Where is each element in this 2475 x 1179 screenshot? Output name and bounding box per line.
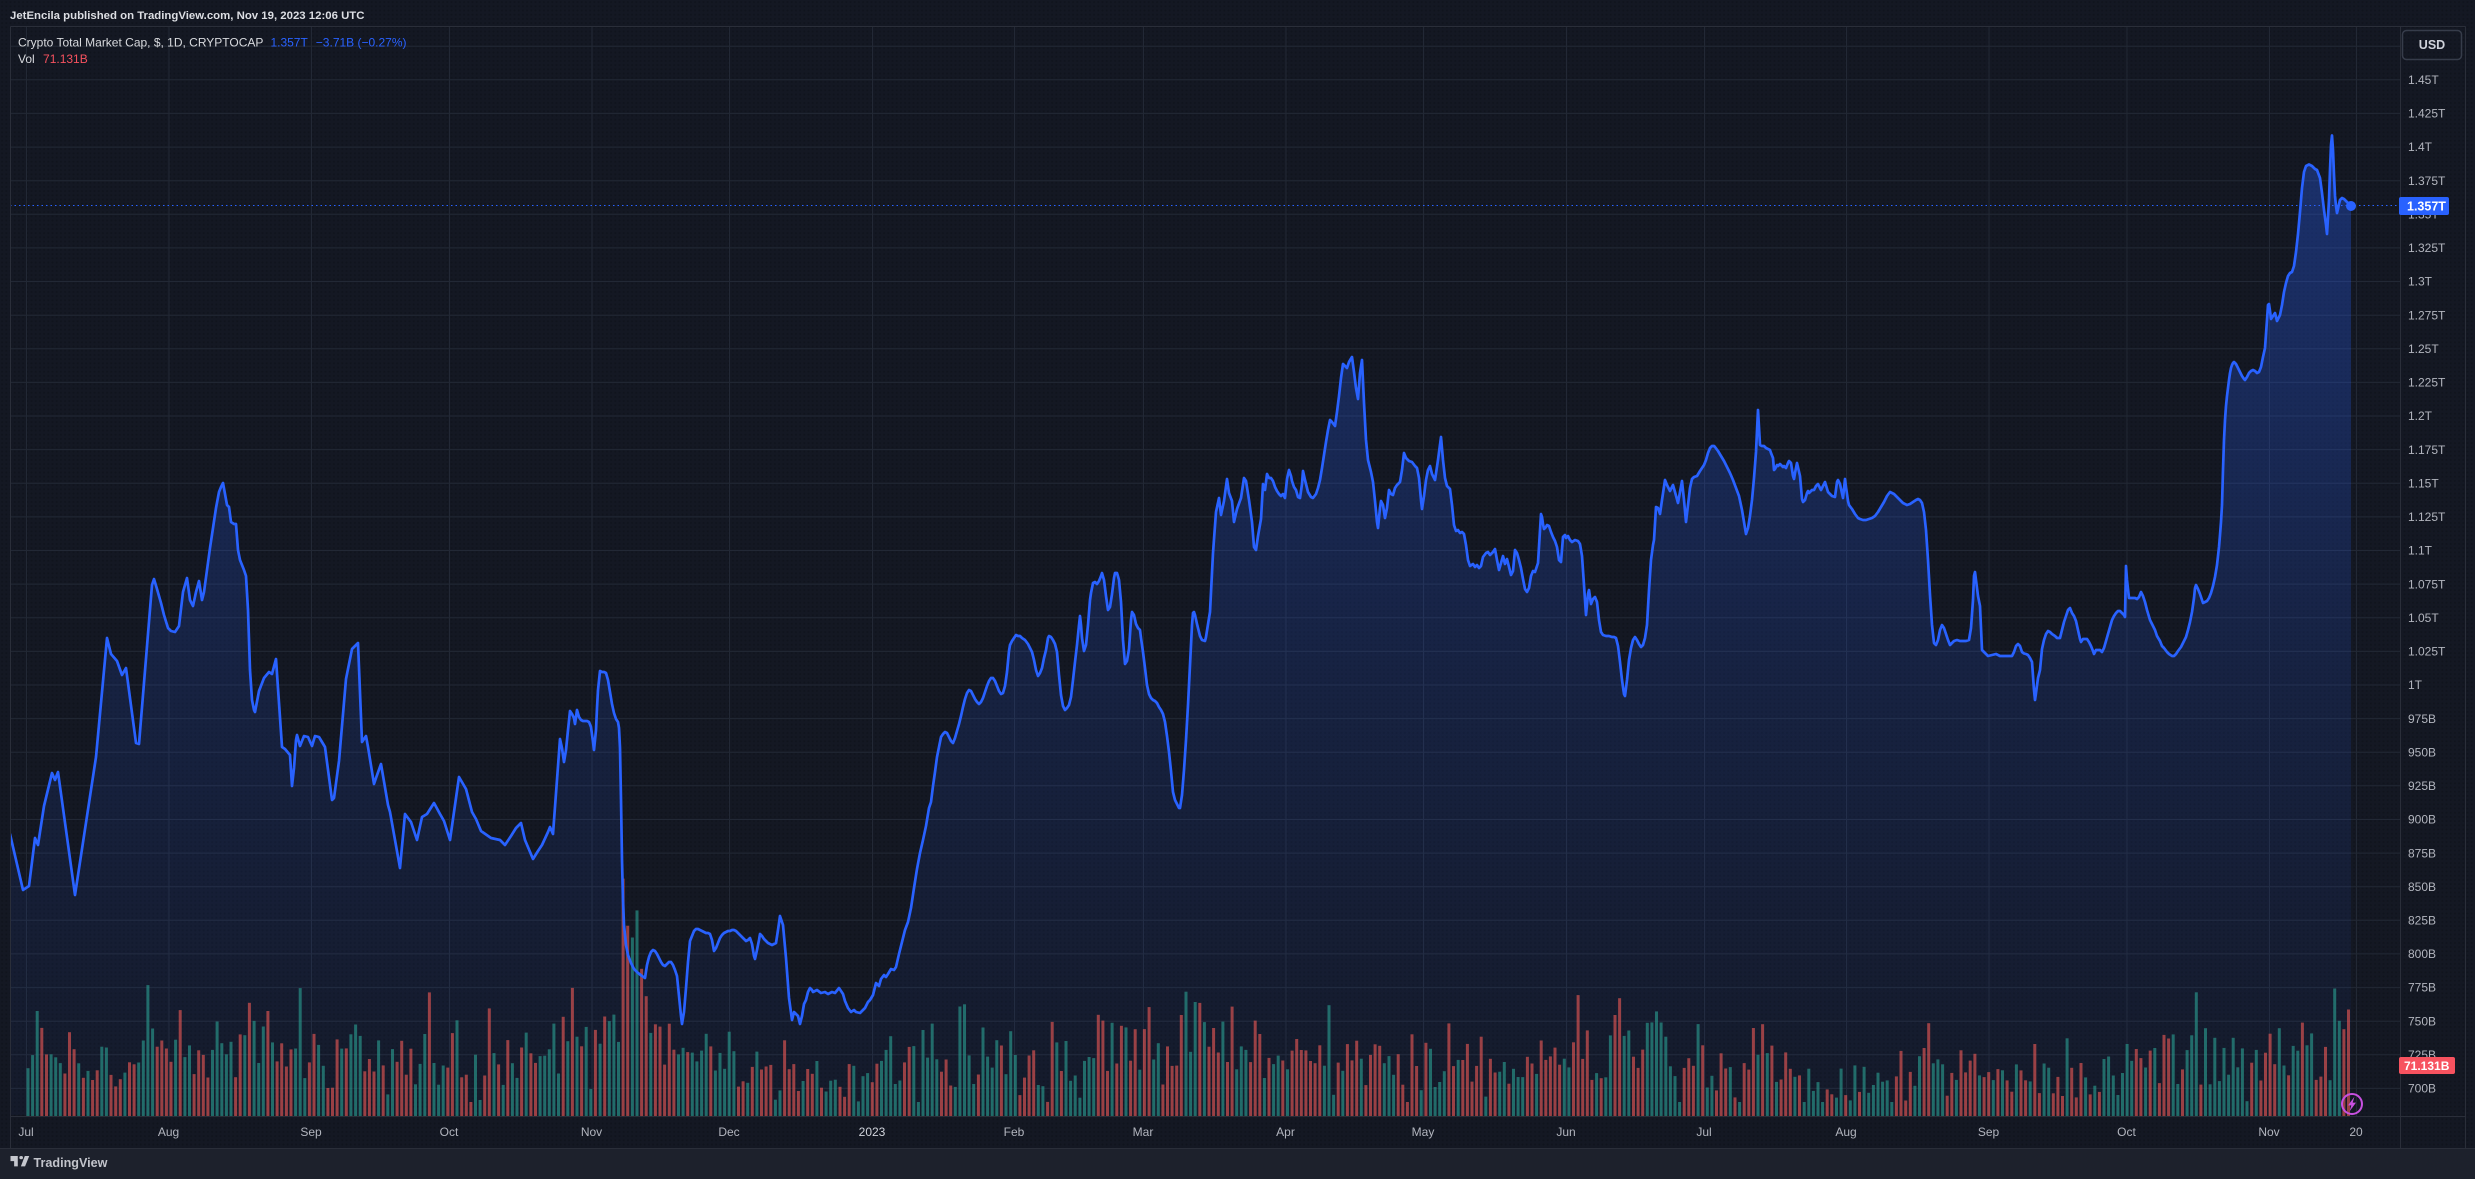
svg-text:975B: 975B: [2408, 712, 2436, 726]
svg-text:1.3T: 1.3T: [2408, 275, 2433, 289]
svg-text:Mar: Mar: [1133, 1125, 1154, 1139]
svg-text:1.1T: 1.1T: [2408, 544, 2433, 558]
svg-text:Apr: Apr: [1276, 1125, 1295, 1139]
svg-text:1.325T: 1.325T: [2408, 241, 2446, 255]
svg-text:USD: USD: [2419, 38, 2445, 52]
svg-text:775B: 775B: [2408, 981, 2436, 995]
svg-text:Vol 71.131B: Vol 71.131B: [18, 52, 88, 66]
svg-text:Aug: Aug: [1835, 1125, 1856, 1139]
svg-text:20: 20: [2349, 1125, 2363, 1139]
svg-text:950B: 950B: [2408, 745, 2436, 759]
svg-text:850B: 850B: [2408, 880, 2436, 894]
svg-text:1.375T: 1.375T: [2408, 174, 2446, 188]
svg-text:900B: 900B: [2408, 813, 2436, 827]
svg-text:1.357T: 1.357T: [2407, 200, 2446, 214]
svg-text:825B: 825B: [2408, 914, 2436, 928]
svg-text:1.05T: 1.05T: [2408, 611, 2439, 625]
svg-text:1.075T: 1.075T: [2408, 577, 2446, 591]
svg-text:1.45T: 1.45T: [2408, 73, 2439, 87]
svg-text:1.2T: 1.2T: [2408, 409, 2433, 423]
svg-text:Dec: Dec: [718, 1125, 739, 1139]
svg-text:1.425T: 1.425T: [2408, 107, 2446, 121]
svg-text:Jul: Jul: [18, 1125, 33, 1139]
svg-text:925B: 925B: [2408, 779, 2436, 793]
svg-text:TradingView: TradingView: [34, 1156, 108, 1170]
svg-text:875B: 875B: [2408, 846, 2436, 860]
svg-text:Jun: Jun: [1556, 1125, 1575, 1139]
svg-text:Nov: Nov: [2258, 1125, 2279, 1139]
svg-text:Oct: Oct: [2117, 1125, 2136, 1139]
svg-text:Sep: Sep: [300, 1125, 322, 1139]
svg-text:1.225T: 1.225T: [2408, 376, 2446, 390]
svg-text:750B: 750B: [2408, 1014, 2436, 1028]
svg-text:71.131B: 71.131B: [2404, 1059, 2450, 1073]
svg-text:May: May: [1412, 1125, 1435, 1139]
svg-text:800B: 800B: [2408, 947, 2436, 961]
svg-text:JetEncila published on Trading: JetEncila published on TradingView.com, …: [10, 10, 365, 22]
svg-text:Aug: Aug: [158, 1125, 179, 1139]
svg-text:Feb: Feb: [1004, 1125, 1025, 1139]
svg-text:Crypto Total Market Cap, $, 1D: Crypto Total Market Cap, $, 1D, CRYPTOCA…: [18, 36, 407, 50]
svg-text:Nov: Nov: [581, 1125, 602, 1139]
svg-text:1.15T: 1.15T: [2408, 476, 2439, 490]
svg-text:1.25T: 1.25T: [2408, 342, 2439, 356]
svg-text:Sep: Sep: [1978, 1125, 2000, 1139]
svg-text:1.125T: 1.125T: [2408, 510, 2446, 524]
svg-text:Oct: Oct: [440, 1125, 459, 1139]
svg-text:1.025T: 1.025T: [2408, 645, 2446, 659]
svg-text:2023: 2023: [859, 1125, 886, 1139]
svg-text:1.275T: 1.275T: [2408, 308, 2446, 322]
svg-text:700B: 700B: [2408, 1082, 2436, 1096]
svg-text:Jul: Jul: [1696, 1125, 1711, 1139]
svg-text:1.175T: 1.175T: [2408, 443, 2446, 457]
svg-text:1.4T: 1.4T: [2408, 140, 2433, 154]
svg-text:1T: 1T: [2408, 678, 2423, 692]
